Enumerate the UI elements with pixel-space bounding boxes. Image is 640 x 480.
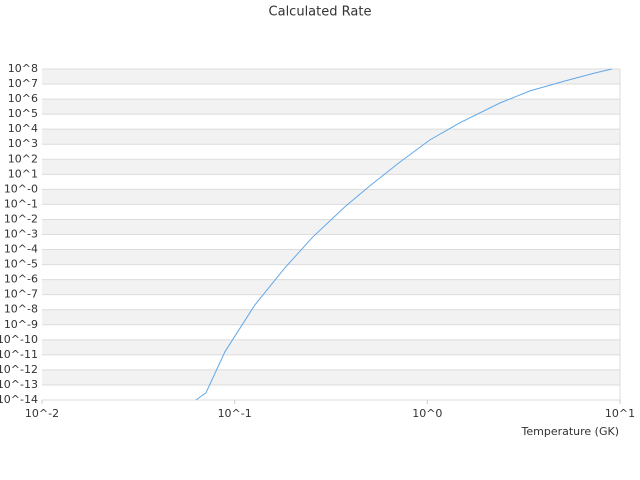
grid-band bbox=[42, 339, 620, 355]
y-tick-label: 10^-10 bbox=[0, 333, 38, 346]
y-tick-label: 10^-8 bbox=[4, 303, 38, 316]
y-tick-label: 10^5 bbox=[8, 107, 38, 120]
grid-band bbox=[42, 99, 620, 115]
grid-band bbox=[42, 249, 620, 265]
grid-band bbox=[42, 309, 620, 325]
y-tick-label: 10^8 bbox=[8, 62, 38, 75]
y-tick-label: 10^3 bbox=[8, 137, 38, 150]
y-tick-label: 10^2 bbox=[8, 152, 38, 165]
line bbox=[195, 68, 613, 401]
y-tick-label: 10^4 bbox=[8, 122, 38, 135]
x-tick-label: 10^-2 bbox=[25, 407, 59, 420]
grid-band bbox=[42, 189, 620, 205]
grid-band bbox=[42, 69, 620, 85]
grid-band bbox=[42, 219, 620, 235]
grid-band bbox=[42, 159, 620, 175]
y-tick-label: 10^-2 bbox=[4, 212, 38, 225]
grid-band bbox=[42, 369, 620, 385]
y-tick-label: 10^7 bbox=[8, 77, 38, 90]
y-tick-label: 10^-14 bbox=[0, 393, 38, 406]
y-tick-label: 10^-7 bbox=[4, 288, 38, 301]
grid-band bbox=[42, 129, 620, 145]
y-tick-label: 10^-1 bbox=[4, 197, 38, 210]
y-tick-label: 10^-3 bbox=[4, 228, 38, 241]
y-tick-label: 10^-9 bbox=[4, 318, 38, 331]
y-tick-label: 10^-13 bbox=[0, 378, 38, 391]
x-tick-label: 10^1 bbox=[605, 407, 635, 420]
y-tick-label: 10^-0 bbox=[4, 182, 38, 195]
chart-title: Calculated Rate bbox=[269, 5, 372, 20]
y-tick-label: 10^1 bbox=[8, 167, 38, 180]
x-tick-label: 10^0 bbox=[412, 407, 442, 420]
grid-band bbox=[42, 279, 620, 295]
y-tick-label: 10^-6 bbox=[4, 273, 38, 286]
x-tick-label: 10^-1 bbox=[218, 407, 252, 420]
y-tick-label: 10^-5 bbox=[4, 258, 38, 271]
x-axis-label: Temperature (GK) bbox=[521, 425, 620, 438]
y-tick-label: 10^6 bbox=[8, 92, 38, 105]
y-tick-label: 10^-11 bbox=[0, 348, 38, 361]
y-tick-label: 10^-12 bbox=[0, 363, 38, 376]
y-tick-label: 10^-4 bbox=[4, 243, 38, 256]
